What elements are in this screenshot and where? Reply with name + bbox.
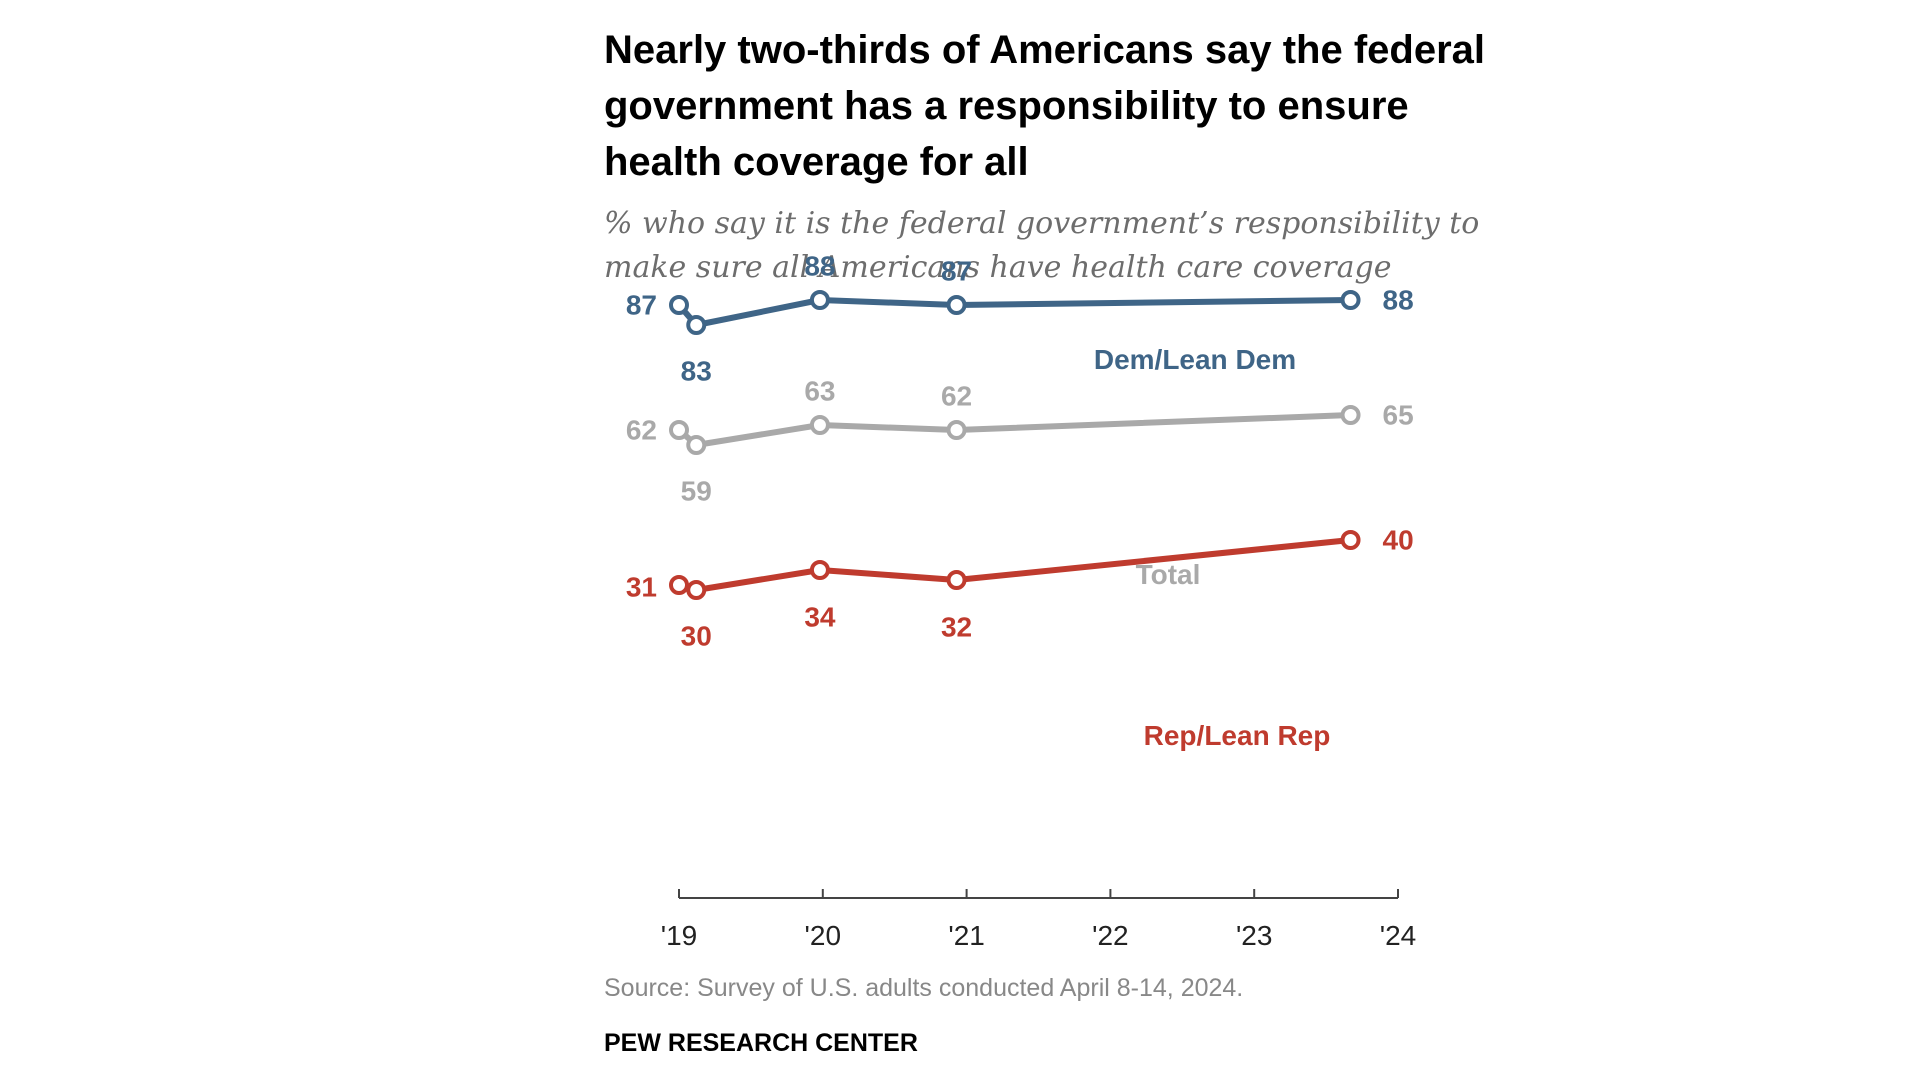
brand-logo-text: PEW RESEARCH CENTER — [604, 1029, 918, 1057]
x-tick-label: '21 — [948, 920, 985, 951]
data-point-total — [809, 415, 830, 435]
data-label-total: 62 — [941, 381, 972, 412]
data-point-dem — [946, 295, 967, 315]
data-point-total — [669, 420, 689, 440]
x-tick-label: '22 — [1092, 920, 1129, 951]
data-point-dem — [686, 315, 707, 335]
series-line-total — [676, 412, 1354, 448]
series-name-dem: Dem/Lean Dem — [1094, 344, 1296, 375]
data-point-rep — [669, 575, 689, 595]
data-label-rep: 34 — [804, 602, 836, 633]
data-point-rep — [946, 570, 967, 590]
data-point-total — [946, 420, 967, 440]
data-label-dem: 88 — [1383, 285, 1414, 316]
series-points — [669, 290, 1361, 600]
x-tick-label: '20 — [805, 920, 842, 951]
data-point-rep — [686, 580, 707, 600]
data-point-dem — [1340, 290, 1361, 310]
series-name-rep: Rep/Lean Rep — [1144, 720, 1331, 751]
data-point-total — [1340, 405, 1361, 425]
data-label-total: 59 — [681, 476, 712, 507]
data-label-dem: 83 — [681, 356, 712, 387]
x-tick-label: '19 — [661, 920, 698, 951]
data-label-total: 62 — [626, 415, 657, 446]
data-labels: 87 83 88 87 88 62 59 63 62 65 31 30 34 32 40 — [626, 251, 1414, 652]
x-axis: '19 '20 '21 '22 '23 '24 — [661, 889, 1417, 951]
source-note: Source: Survey of U.S. adults conducted … — [604, 974, 1244, 1002]
data-point-rep — [809, 560, 830, 580]
data-label-rep: 40 — [1383, 525, 1414, 556]
data-label-dem: 87 — [941, 256, 972, 287]
series-line-dem — [676, 297, 1354, 328]
data-label-rep: 32 — [941, 612, 972, 643]
x-tick-label: '23 — [1236, 920, 1273, 951]
series-line-rep — [676, 537, 1354, 593]
data-label-dem: 87 — [626, 290, 657, 321]
data-point-dem — [669, 295, 689, 315]
data-label-total: 65 — [1383, 400, 1414, 431]
chart-subtitle: % who say it is the federal government’s… — [604, 206, 1480, 285]
data-point-dem — [809, 290, 830, 310]
data-point-rep — [1340, 530, 1361, 550]
data-label-total: 63 — [804, 376, 835, 407]
series-name-total: Total — [1136, 559, 1201, 590]
data-point-total — [686, 435, 707, 455]
data-label-rep: 31 — [626, 572, 657, 603]
data-label-dem: 88 — [804, 251, 835, 282]
chart-title: Nearly two-thirds of Americans say the f… — [604, 28, 1486, 184]
x-tick-label: '24 — [1380, 920, 1417, 951]
data-label-rep: 30 — [681, 621, 712, 652]
series-name-labels: Dem/Lean Dem Total Rep/Lean Rep — [1094, 344, 1331, 751]
